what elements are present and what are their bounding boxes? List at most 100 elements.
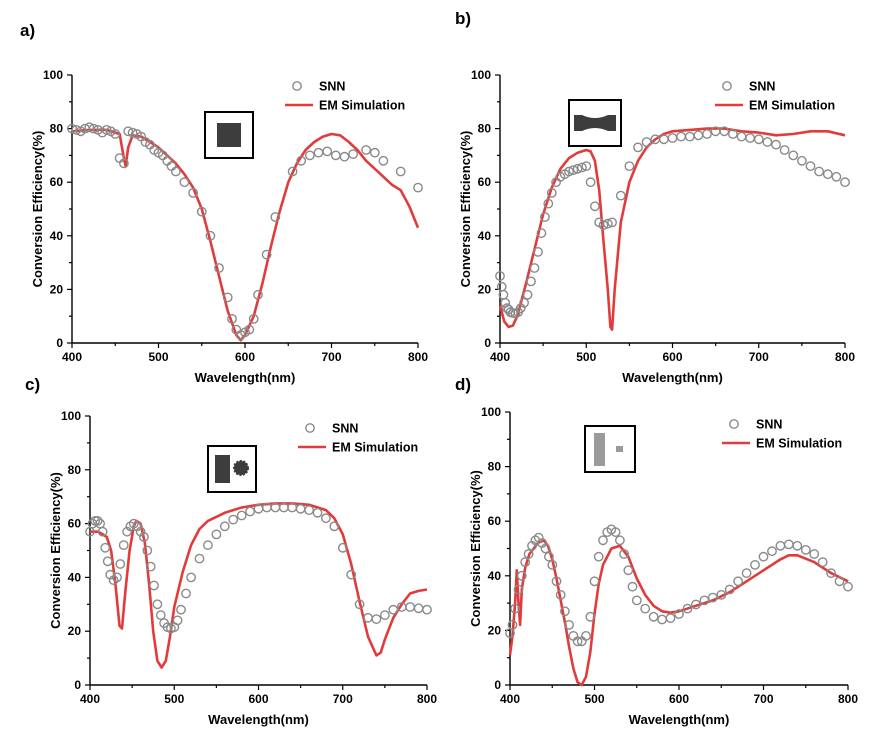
snn-data-point (92, 516, 103, 526)
snn-data-point (166, 161, 177, 172)
x-axis-title: Wavelength(nm) (622, 370, 723, 385)
snn-data-point (304, 505, 314, 515)
snn-data-point (540, 212, 550, 222)
snn-data-point (577, 162, 587, 173)
snn-data-point (724, 584, 735, 595)
legend-snn-marker (722, 81, 732, 91)
x-tick-label: 500 (148, 350, 168, 364)
snn-data-point (194, 553, 205, 564)
snn-data-point (115, 559, 126, 569)
snn-data-point (155, 610, 166, 620)
snn-data-point (176, 604, 186, 615)
snn-data-point (602, 218, 613, 229)
snn-data-point (102, 556, 113, 567)
snn-data-point (135, 526, 146, 537)
y-tick-label: 80 (50, 122, 64, 136)
snn-data-point (162, 155, 173, 166)
y-tick-label: 0 (484, 336, 491, 350)
rod-shape (215, 455, 230, 483)
panel-label: c) (25, 375, 40, 394)
snn-data-point (674, 609, 684, 619)
y-tick-label: 40 (478, 229, 492, 243)
em-simulation-line (71, 128, 420, 342)
snn-data-point (495, 271, 505, 281)
snn-data-point (507, 620, 518, 630)
snn-data-point (100, 542, 111, 553)
dot-shape (616, 446, 623, 452)
y-tick-label: 0 (56, 336, 63, 350)
y-tick-label: 60 (68, 517, 82, 531)
y-axis-title: Conversion Efficiency(%) (458, 131, 473, 288)
snn-data-point (320, 513, 331, 524)
snn-data-point (112, 572, 122, 583)
y-tick-label: 40 (68, 570, 82, 584)
snn-data-point (585, 611, 596, 622)
snn-data-point (682, 603, 693, 614)
snn-data-point (186, 572, 197, 583)
snn-data-point (149, 580, 159, 591)
legend-sim-label: EM Simulation (756, 437, 842, 451)
em-simulation-line (90, 502, 428, 669)
legend-snn-label: SNN (749, 80, 775, 94)
snn-data-point (691, 599, 701, 610)
snn-data-point (590, 201, 600, 212)
snn-data-point (750, 560, 760, 570)
x-tick-label: 800 (408, 350, 428, 364)
snn-data-point (533, 246, 543, 257)
snn-data-point (244, 324, 255, 335)
y-tick-label: 100 (43, 68, 63, 82)
snn-data-point (322, 146, 333, 157)
snn-data-point (831, 171, 842, 182)
snn-data-point (589, 576, 600, 587)
snn-data-point (127, 127, 138, 138)
snn-data-point (361, 145, 371, 155)
snn-data-point (118, 540, 129, 550)
inset-frame (584, 425, 636, 473)
snn-data-point (840, 177, 850, 188)
snn-data-point (624, 161, 635, 172)
bar-and-dot-nanostructure-icon (584, 425, 636, 473)
snn-data-point (585, 177, 596, 188)
y-tick-label: 100 (61, 409, 81, 423)
snn-data-point (227, 313, 237, 324)
snn-data-point (657, 614, 667, 625)
bowtie-shape (574, 115, 616, 131)
y-tick-label: 20 (488, 623, 502, 637)
snn-data-point (405, 602, 415, 612)
legend-sim-label: EM Simulation (749, 99, 835, 113)
x-tick-label: 400 (62, 350, 82, 364)
snn-data-point (555, 590, 566, 600)
y-tick-label: 80 (478, 122, 492, 136)
snn-data-point (633, 142, 643, 153)
snn-data-point (775, 540, 786, 551)
snn-data-point (422, 604, 432, 615)
snn-data-point (114, 153, 125, 164)
snn-data-point (145, 561, 156, 572)
snn-data-point (119, 158, 129, 169)
snn-data-point (779, 145, 790, 155)
legend-sim-label: EM Simulation (319, 99, 405, 113)
snn-data-point (205, 230, 216, 241)
x-axis-title: Wavelength(nm) (208, 712, 309, 727)
snn-data-point (526, 276, 536, 287)
snn-data-point (581, 161, 592, 172)
snn-data-point (313, 147, 324, 158)
snn-data-point (496, 281, 507, 292)
snn-data-point (805, 161, 816, 172)
legend-snn-label: SNN (332, 422, 358, 436)
snn-data-point (783, 539, 794, 550)
snn-data-point (797, 155, 807, 166)
snn-data-point (312, 507, 323, 518)
snn-data-point (395, 166, 406, 177)
snn-data-point (564, 620, 574, 630)
y-tick-label: 60 (478, 175, 492, 189)
snn-data-point (101, 124, 112, 135)
snn-data-point (222, 292, 233, 303)
snn-data-point (736, 131, 747, 142)
snn-data-point (523, 549, 534, 559)
snn-data-point (623, 565, 634, 576)
snn-data-point (97, 526, 108, 537)
snn-data-point (87, 518, 98, 529)
y-tick-label: 80 (488, 460, 502, 474)
